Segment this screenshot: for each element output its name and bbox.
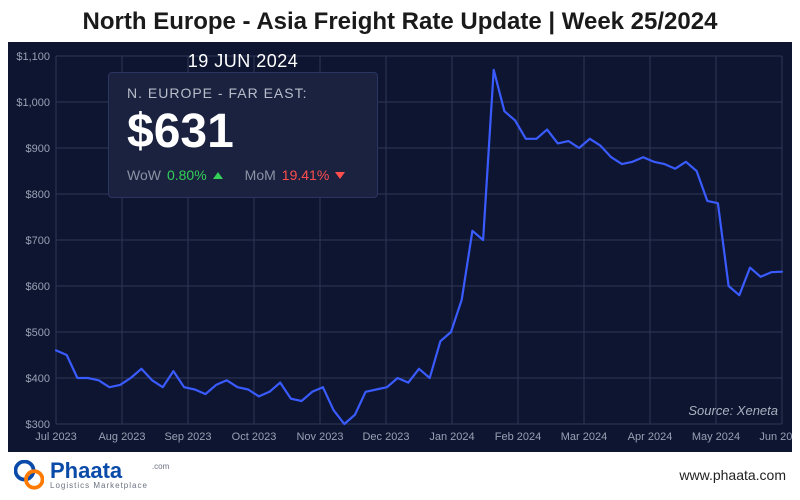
svg-text:Oct 2023: Oct 2023 [232,431,277,443]
svg-text:May 2024: May 2024 [692,431,740,443]
svg-text:Apr 2024: Apr 2024 [628,431,673,443]
wow-metric: WoW 0.80% [127,167,223,183]
svg-text:$600: $600 [26,281,50,293]
svg-text:Jan 2024: Jan 2024 [429,431,474,443]
rate-info-card: 19 JUN 2024 N. EUROPE - FAR EAST: $631 W… [108,72,378,198]
svg-text:Aug 2023: Aug 2023 [98,431,145,443]
mom-metric: MoM 19.41% [245,167,346,183]
arrow-down-icon [335,172,345,179]
wow-label: WoW [127,167,161,183]
svg-text:Sep 2023: Sep 2023 [164,431,211,443]
logo-tagline: Logistics Marketplace [50,482,148,490]
mom-label: MoM [245,167,276,183]
footer-url: www.phaata.com [679,467,786,483]
phaata-logo-icon [14,460,44,490]
svg-text:Dec 2023: Dec 2023 [362,431,409,443]
page-title: North Europe - Asia Freight Rate Update … [0,0,800,42]
logo-name: Phaata [50,460,148,482]
logo-suffix: .com [152,462,169,471]
svg-text:$900: $900 [26,143,50,155]
arrow-up-icon [213,172,223,179]
svg-text:$1,000: $1,000 [16,97,50,109]
svg-text:$400: $400 [26,373,50,385]
svg-text:Jun 2024: Jun 2024 [759,431,792,443]
svg-text:$700: $700 [26,235,50,247]
svg-text:$500: $500 [26,327,50,339]
card-rate-value: $631 [127,107,359,157]
svg-text:$800: $800 [26,189,50,201]
card-route-label: N. EUROPE - FAR EAST: [127,85,359,101]
footer: Phaata Logistics Marketplace .com www.ph… [0,456,800,500]
card-date: 19 JUN 2024 [188,51,299,72]
svg-text:Jul 2023: Jul 2023 [35,431,77,443]
phaata-logo: Phaata Logistics Marketplace .com [14,460,169,490]
svg-text:$1,100: $1,100 [16,51,50,63]
chart-source-label: Source: Xeneta [688,403,778,418]
mom-value: 19.41% [282,167,329,183]
wow-value: 0.80% [167,167,207,183]
svg-text:Feb 2024: Feb 2024 [495,431,541,443]
svg-text:$300: $300 [26,419,50,431]
freight-rate-chart: $300 $400 $500 $600 $700 $800 $900 $1,000 $1,100… [8,42,792,452]
svg-text:Nov 2023: Nov 2023 [296,431,343,443]
svg-text:Mar 2024: Mar 2024 [561,431,607,443]
